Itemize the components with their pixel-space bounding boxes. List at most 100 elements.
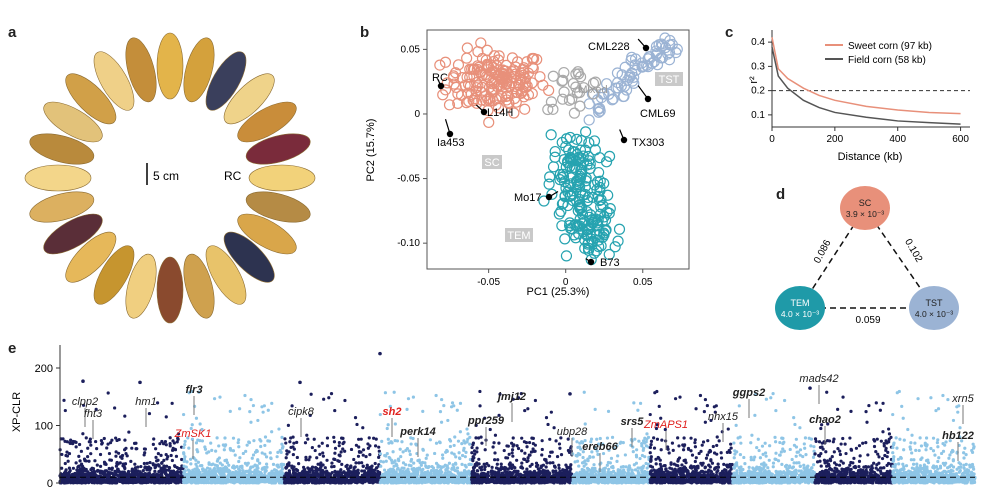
xpclr-point (471, 441, 476, 445)
xpclr-point (100, 442, 104, 446)
xpclr-point (352, 468, 356, 472)
pca-point-tst (592, 103, 605, 115)
xpclr-point (544, 465, 548, 469)
xpclr-point (276, 463, 280, 467)
xpclr-point (462, 439, 466, 443)
xpclr-point (411, 395, 415, 399)
xpclr-point (118, 461, 122, 465)
xpclr-point (327, 475, 331, 479)
xpclr-point (182, 451, 186, 455)
xpclr-point (120, 470, 124, 475)
xpclr-point (315, 470, 319, 474)
corn-ear (205, 245, 247, 305)
corn-ear (29, 191, 95, 223)
xpclr-point (147, 411, 152, 416)
xpclr-point (413, 478, 417, 482)
xpclr-point (480, 465, 484, 469)
xpclr-point (73, 440, 77, 444)
xpclr-point (434, 461, 439, 465)
xpclr-point (84, 436, 88, 440)
xpclr-point (171, 469, 176, 473)
pca-point-sc (508, 107, 520, 119)
xpclr-point (214, 449, 218, 453)
pca-point-sc (452, 59, 465, 71)
xpclr-point (291, 445, 295, 449)
xpclr-point (363, 479, 367, 483)
pca-point-sc (522, 89, 535, 101)
xpclr-point (231, 436, 236, 440)
xpclr-point (332, 464, 336, 469)
xpclr-point (333, 446, 338, 450)
pca-point-sc (484, 92, 496, 105)
xpclr-point (364, 472, 368, 476)
xpclr-point (399, 471, 403, 475)
xpclr-point (170, 401, 174, 405)
xpclr-point (460, 453, 465, 458)
xpclr-point (343, 398, 347, 403)
pca-point-tem (600, 156, 613, 168)
xpclr-point (321, 451, 325, 455)
xpclr-point (95, 463, 99, 467)
xpclr-point (355, 422, 359, 427)
xpclr-point (142, 453, 146, 457)
xpclr-point (174, 480, 179, 484)
xpclr-point (94, 439, 98, 444)
xpclr-point (409, 481, 413, 485)
xpclr-point (88, 480, 92, 484)
xpclr-point (418, 461, 422, 465)
xpclr-point (182, 445, 186, 450)
xpclr-point (312, 437, 316, 441)
corn-ear (43, 101, 103, 143)
xpclr-point (284, 441, 288, 445)
xpclr-point (398, 478, 402, 482)
xpclr-point (273, 477, 277, 481)
xpclr-point (331, 480, 335, 485)
xpclr-point (239, 476, 243, 480)
xpclr-point (132, 478, 136, 483)
xpclr-point (183, 443, 187, 447)
xpclr-point (251, 453, 256, 457)
xpclr-point (134, 471, 139, 475)
xpclr-point (164, 415, 168, 419)
xpclr-point (243, 461, 248, 465)
pca-point-tst (594, 105, 606, 117)
xpclr-point (158, 442, 162, 446)
xpclr-point (373, 478, 377, 482)
xpclr-point (367, 436, 371, 440)
xpclr-point (564, 463, 568, 467)
xpclr-point (114, 470, 118, 474)
xpclr-point (210, 480, 214, 485)
xpclr-point (96, 476, 100, 481)
xpclr-point (374, 466, 379, 470)
xpclr-point (272, 481, 276, 485)
xpclr-point (448, 444, 453, 449)
xpclr-point (244, 469, 248, 473)
xpclr-point (280, 435, 284, 440)
xpclr-point (409, 442, 413, 446)
xpclr-point (127, 430, 131, 434)
xpclr-point (347, 479, 352, 484)
xpclr-point (154, 455, 158, 459)
xpclr-point (353, 416, 358, 420)
xpclr-point (219, 478, 224, 482)
xpclr-point (65, 440, 69, 444)
xpclr-point (523, 451, 527, 455)
xpclr-point (63, 408, 67, 413)
xpclr-point (155, 480, 160, 484)
xpclr-point (221, 472, 225, 477)
xpclr-point (101, 472, 105, 476)
xpclr-point (335, 471, 339, 476)
xpclr-point (222, 448, 226, 452)
xpclr-point (531, 447, 535, 451)
xpclr-point (381, 460, 386, 464)
xpclr-point (396, 467, 400, 471)
xpclr-point (395, 439, 400, 443)
xpclr-point (297, 462, 301, 466)
pca-point-sc (501, 75, 513, 87)
pca-point-tst (629, 53, 642, 65)
pca-point-sc (472, 60, 484, 72)
xpclr-point (262, 404, 266, 408)
xpclr-point (138, 470, 142, 474)
xpclr-point (236, 441, 240, 445)
xpclr-point (265, 465, 269, 469)
